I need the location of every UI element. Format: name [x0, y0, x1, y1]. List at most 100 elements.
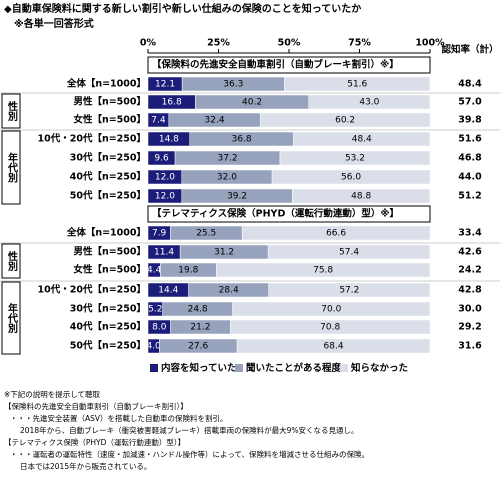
- category-label: 40代【n=250】: [70, 171, 146, 183]
- note: ※下記の説明を提示して聴取: [4, 389, 101, 399]
- value-label: 14.4: [158, 286, 178, 296]
- legend-label: 聞いたことがある程度: [246, 362, 342, 374]
- bar-segment: [271, 169, 431, 185]
- bar-segment: [293, 131, 431, 147]
- bar-segment: [284, 76, 431, 92]
- bar-segment: [230, 319, 431, 335]
- category-label: 30代【n=250】: [70, 152, 146, 164]
- category-label: 女性【n=500】: [73, 264, 146, 276]
- value-label: 4.0: [146, 342, 161, 352]
- recognition-value: 44.0: [458, 172, 482, 183]
- bar-segment: [259, 112, 431, 128]
- recognition-value: 39.8: [458, 115, 482, 126]
- value-label: 70.8: [320, 323, 340, 333]
- value-label: 40.2: [242, 98, 262, 108]
- value-label: 66.6: [326, 229, 346, 239]
- bar-segment: [279, 150, 431, 166]
- note: 【テレマティクス保険（PHYD（運転行動連動）型）】: [4, 437, 185, 447]
- section-box: [147, 56, 431, 74]
- category-label: 10代・20代【n=250】: [38, 284, 147, 296]
- category-label: 40代【n=250】: [70, 321, 146, 333]
- note: 日本では2015年から販売されている。: [20, 461, 151, 471]
- category-label: 全体【n=1000】: [66, 78, 146, 90]
- value-label: 56.0: [341, 173, 361, 183]
- value-label: 68.4: [324, 342, 344, 352]
- chart-subtitle: ※各単一回答形式: [14, 17, 94, 30]
- group-label: 年代別: [6, 151, 19, 183]
- value-label: 48.8: [351, 192, 371, 202]
- bar-segment: [232, 301, 431, 317]
- x-tick-label: 50%: [278, 38, 301, 49]
- chart-title: ◆自動車保険料に関する新しい割引や新しい仕組みの保険のことを知っていたか: [4, 2, 361, 15]
- note: ・・・先進安全装置（ASV）を搭載した自動車の保険料を割引。: [10, 413, 228, 423]
- value-label: 12.1: [155, 80, 175, 90]
- value-label: 11.4: [154, 248, 174, 258]
- bar-segment: [241, 225, 431, 241]
- value-label: 37.2: [218, 154, 238, 164]
- category-label: 男性【n=500】: [73, 96, 146, 108]
- value-label: 12.0: [155, 173, 175, 183]
- recognition-value: 31.6: [458, 341, 482, 352]
- recognition-value: 42.8: [458, 285, 482, 296]
- value-label: 57.4: [339, 248, 359, 258]
- value-label: 16.8: [162, 98, 182, 108]
- group-box: [1, 93, 21, 129]
- recognition-value: 29.2: [458, 322, 481, 333]
- value-label: 36.3: [223, 80, 243, 90]
- bar-segment: [236, 338, 431, 354]
- value-label: 25.5: [196, 229, 216, 239]
- x-tick-label: 100%: [415, 38, 445, 49]
- value-label: 36.8: [232, 135, 252, 145]
- value-label: 75.8: [313, 266, 333, 276]
- legend-label: 内容を知っていた: [161, 362, 237, 374]
- value-label: 70.0: [321, 305, 341, 315]
- category-label: 50代【n=250】: [70, 340, 146, 352]
- recognition-value: 51.2: [458, 191, 481, 202]
- group-box: [1, 130, 21, 205]
- bar-segment: [215, 262, 431, 278]
- value-label: 5.2: [148, 305, 162, 315]
- recognition-value: 30.0: [458, 304, 482, 315]
- category-label: 女性【n=500】: [73, 114, 146, 126]
- x-tick-label: 0%: [140, 38, 157, 49]
- category-label: 男性【n=500】: [73, 246, 146, 258]
- group-label: 性別: [6, 100, 19, 122]
- value-label: 32.4: [205, 116, 225, 126]
- legend-swatch: [340, 364, 348, 372]
- recognition-value: 57.0: [458, 97, 482, 108]
- category-label: 30代【n=250】: [70, 303, 146, 315]
- value-label: 28.4: [219, 286, 239, 296]
- bar-segment: [267, 244, 431, 260]
- note: 【保険料の先進安全自動車割引（自動ブレーキ割引）】: [4, 401, 188, 411]
- value-label: 32.0: [217, 173, 237, 183]
- recognition-value: 24.2: [458, 265, 481, 276]
- group-label: 年代別: [6, 302, 19, 334]
- value-label: 12.0: [155, 192, 175, 202]
- value-label: 9.6: [154, 154, 169, 164]
- value-label: 51.6: [347, 80, 367, 90]
- category-label: 全体【n=1000】: [66, 227, 146, 239]
- note: 2018年から、自動ブレーキ（衝突被害軽減ブレーキ）搭載車両の保険料が最大9%安…: [20, 425, 358, 435]
- value-label: 53.2: [345, 154, 365, 164]
- legend-swatch: [150, 364, 158, 372]
- value-label: 24.8: [188, 305, 208, 315]
- value-label: 43.0: [359, 98, 379, 108]
- category-label: 10代・20代【n=250】: [38, 133, 147, 145]
- value-label: 7.9: [152, 229, 167, 239]
- section-label: 【テレマティクス保険（PHYD（運転行動連動）型）※】: [152, 208, 399, 220]
- recognition-value: 51.6: [458, 134, 482, 145]
- section-box: [147, 205, 431, 223]
- category-label: 50代【n=250】: [70, 190, 146, 202]
- group-label: 性別: [6, 250, 19, 272]
- note: ・・・運転者の運転特性（速度・加減速・ハンドル操作等）によって、保険料を増減させ…: [10, 449, 369, 459]
- value-label: 21.2: [190, 323, 210, 333]
- group-box: [1, 281, 21, 355]
- recognition-value: 48.4: [458, 79, 482, 90]
- bar-segment: [308, 94, 431, 110]
- value-label: 19.8: [178, 266, 198, 276]
- value-label: 4.4: [147, 266, 162, 276]
- group-box: [1, 243, 21, 279]
- legend-label: 知らなかった: [350, 362, 408, 374]
- value-label: 39.2: [227, 192, 247, 202]
